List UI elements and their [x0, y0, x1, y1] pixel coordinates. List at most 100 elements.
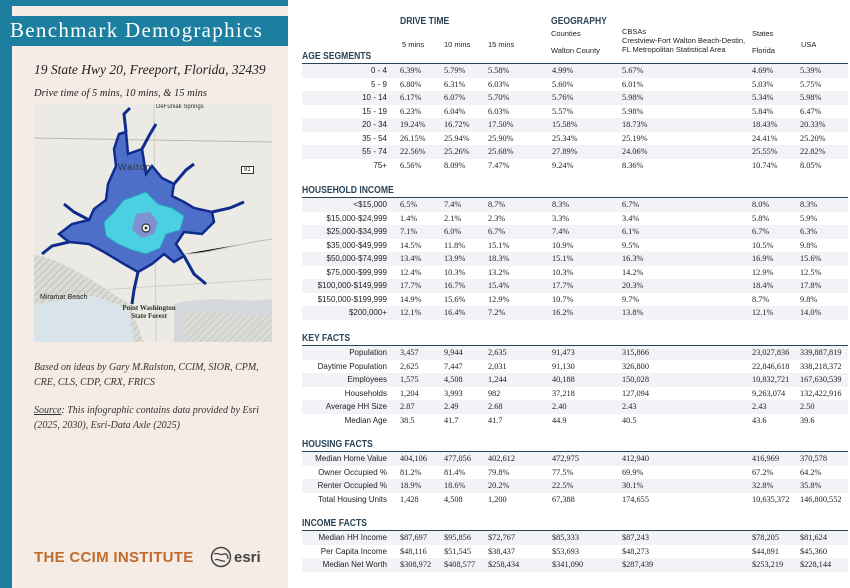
- row-value: 17.7%: [400, 281, 422, 290]
- row-value: 16.72%: [444, 120, 470, 129]
- row-value: 412,940: [622, 454, 649, 463]
- table-row: Median Age 38.5 41.7 41.7 44.9 40.5 43.6 39.6: [302, 414, 848, 428]
- row-label: $75,000-$99,999: [326, 267, 388, 277]
- row-value: 5.98%: [622, 106, 644, 116]
- row-value: 25.26%: [444, 147, 470, 156]
- row-value: $308,972: [400, 560, 432, 569]
- row-value: 370,578: [800, 454, 827, 463]
- table-row: 0 - 4 6.39% 5.79% 5.58% 4.99% 5.67% 4.69% 5.39%: [302, 64, 848, 78]
- row-label: $25,000-$34,999: [326, 227, 388, 236]
- row-value: 5.67%: [622, 66, 644, 75]
- cbsas-value: Crestview-Fort Walton Beach-Destin, FL M…: [622, 36, 746, 54]
- section-title: INCOME FACTS: [302, 518, 367, 529]
- row-value: 10.3%: [552, 267, 574, 277]
- drive-time-header: DRIVE TIME: [400, 16, 450, 27]
- row-value: $341,090: [552, 560, 584, 569]
- row-label: $150,000-$199,999: [317, 294, 387, 304]
- table-row: $75,000-$99,999 12.4% 10.3% 13.2% 10.3% 14.2%…: [302, 266, 848, 280]
- drive-time-map[interactable]: DeFuniak Springs Walton 81 Miramar Beach…: [34, 104, 272, 342]
- row-label: 20 - 34: [362, 120, 387, 129]
- row-value: $258,434: [488, 560, 520, 569]
- row-value: $408,577: [444, 560, 476, 569]
- row-label: Households: [344, 388, 387, 398]
- row-value: 18.3%: [488, 254, 510, 263]
- row-value: 5.34%: [752, 93, 774, 102]
- row-value: 6.80%: [400, 79, 422, 89]
- geography-header: GEOGRAPHY: [551, 16, 607, 27]
- row-value: 6.56%: [400, 160, 422, 170]
- table-row: $50,000-$74,999 13.4% 13.9% 18.3% 15.1% 16.3%…: [302, 252, 848, 266]
- row-value: 8.05%: [800, 160, 822, 170]
- row-value: 15.6%: [800, 254, 822, 263]
- table-row: <$15,000 6.5% 7.4% 8.7% 8.3% 6.7% 8.0% 8.3%: [302, 198, 848, 212]
- row-value: $72,767: [488, 533, 515, 542]
- row-value: 326,800: [622, 361, 649, 371]
- row-value: 18.43%: [752, 120, 778, 129]
- row-label: Median Home Value: [315, 454, 387, 463]
- row-value: 44.9: [552, 415, 567, 425]
- row-value: 6.39%: [400, 66, 422, 75]
- page-title: Benchmark Demographics: [10, 18, 264, 42]
- row-value: 13.8%: [622, 308, 644, 317]
- row-value: 1,200: [488, 494, 507, 504]
- row-value: 41.7: [444, 415, 459, 425]
- row-value: 5.84%: [752, 106, 774, 116]
- row-value: 9.5%: [622, 240, 640, 250]
- row-value: $95,856: [444, 533, 471, 542]
- row-value: 9.7%: [622, 294, 640, 304]
- row-value: 14.0%: [800, 308, 822, 317]
- table-row: Daytime Population 2,625 7,447 2,031 91,130 3…: [302, 360, 848, 374]
- row-value: 20.2%: [488, 481, 510, 490]
- row-value: 2.43: [752, 402, 767, 411]
- row-value: 16.2%: [552, 308, 574, 317]
- row-value: 7.1%: [400, 227, 418, 236]
- row-label: 35 - 54: [362, 133, 387, 143]
- row-value: 132,422,916: [800, 388, 842, 398]
- row-value: 3,993: [444, 388, 463, 398]
- row-value: 3.3%: [552, 213, 570, 223]
- row-value: 5.9%: [800, 213, 818, 223]
- row-value: 9.24%: [552, 160, 574, 170]
- row-value: 7,447: [444, 361, 463, 371]
- row-value: 25.20%: [800, 133, 826, 143]
- row-value: $253,219: [752, 560, 784, 569]
- map-label-walton: Walton: [118, 162, 152, 172]
- map-graphic: [34, 104, 272, 342]
- col-header-5-mins: 5 mins: [402, 40, 425, 49]
- row-value: 8.0%: [752, 200, 770, 209]
- row-value: 146,800,552: [800, 494, 842, 504]
- row-value: 35.8%: [800, 481, 822, 490]
- row-value: 6.7%: [752, 227, 770, 236]
- row-value: 15.58%: [552, 120, 578, 129]
- row-value: 8.7%: [488, 200, 506, 209]
- section-rule: [302, 451, 848, 452]
- row-value: 477,056: [444, 454, 471, 463]
- row-label: Daytime Population: [317, 361, 387, 371]
- row-value: 32.8%: [752, 481, 774, 490]
- table-row: Average HH Size 2.87 2.49 2.68 2.40 2.43 2.43 2…: [302, 400, 848, 414]
- row-label: 55 - 74: [362, 147, 387, 156]
- row-value: 10.3%: [444, 267, 466, 277]
- row-value: 1,204: [400, 388, 419, 398]
- row-value: $287,439: [622, 560, 654, 569]
- row-value: 13.9%: [444, 254, 466, 263]
- row-label: Median Net Worth: [322, 560, 387, 569]
- table-row: Employees 1,575 4,508 1,244 40,188 150,028 10,…: [302, 373, 848, 387]
- row-label: $200,000+: [348, 308, 387, 317]
- row-value: 77.5%: [552, 467, 574, 477]
- row-value: $38,437: [488, 546, 515, 556]
- row-value: 15.1%: [552, 254, 574, 263]
- row-value: 18.4%: [752, 281, 774, 290]
- title-bar: [0, 16, 288, 46]
- row-value: 4.99%: [552, 66, 574, 75]
- row-value: 7.4%: [444, 200, 462, 209]
- table-row: Median Home Value 404,106 477,056 402,612 47…: [302, 452, 848, 466]
- row-value: $87,697: [400, 533, 427, 542]
- esri-globe-icon: [210, 546, 232, 568]
- row-label: Median HH Income: [318, 533, 387, 542]
- row-value: 5.8%: [752, 213, 770, 223]
- usa-col-header: USA: [801, 40, 817, 49]
- row-value: 3,457: [400, 348, 419, 357]
- accent-side-stripe: [0, 0, 12, 588]
- row-value: 2.1%: [444, 213, 462, 223]
